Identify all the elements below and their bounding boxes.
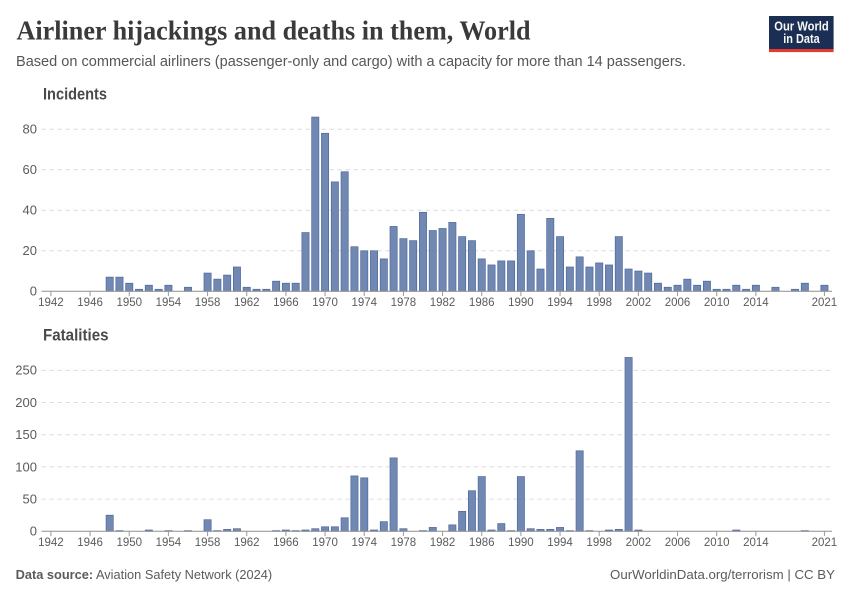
svg-text:0: 0 [30, 524, 37, 539]
svg-text:2002: 2002 [626, 537, 652, 549]
svg-text:60: 60 [23, 162, 37, 177]
svg-text:1978: 1978 [391, 297, 417, 309]
svg-text:OurWorldinData.org/terrorism |: OurWorldinData.org/terrorism | CC BY [610, 567, 835, 582]
svg-text:40: 40 [23, 203, 37, 218]
svg-text:150: 150 [15, 427, 37, 442]
svg-text:1994: 1994 [547, 537, 573, 549]
svg-text:1954: 1954 [156, 537, 182, 549]
svg-text:50: 50 [23, 492, 37, 507]
svg-text:Data source: Aviation Safety N: Data source: Aviation Safety Network (20… [16, 567, 273, 582]
svg-text:1966: 1966 [273, 537, 299, 549]
svg-text:1954: 1954 [156, 297, 182, 309]
svg-text:1958: 1958 [195, 297, 221, 309]
svg-text:1974: 1974 [351, 537, 377, 549]
svg-text:1974: 1974 [351, 297, 377, 309]
svg-text:2010: 2010 [704, 537, 730, 549]
svg-text:1990: 1990 [508, 297, 534, 309]
svg-text:Incidents: Incidents [43, 84, 107, 103]
svg-text:20: 20 [23, 243, 37, 258]
svg-text:1982: 1982 [430, 297, 456, 309]
svg-text:1942: 1942 [38, 297, 64, 309]
svg-text:Based on commercial airliners: Based on commercial airliners (passenger… [16, 54, 686, 70]
svg-text:2021: 2021 [812, 297, 838, 309]
svg-text:1942: 1942 [38, 537, 64, 549]
svg-text:80: 80 [23, 122, 37, 137]
svg-text:1998: 1998 [586, 297, 612, 309]
svg-text:1958: 1958 [195, 537, 221, 549]
svg-text:2006: 2006 [665, 297, 691, 309]
svg-text:1986: 1986 [469, 297, 495, 309]
svg-text:1986: 1986 [469, 537, 495, 549]
svg-text:1970: 1970 [312, 537, 338, 549]
svg-text:0: 0 [30, 284, 37, 299]
svg-text:Fatalities: Fatalities [43, 326, 109, 345]
svg-text:2014: 2014 [743, 537, 769, 549]
svg-text:2014: 2014 [743, 297, 769, 309]
svg-text:1994: 1994 [547, 297, 573, 309]
svg-text:1966: 1966 [273, 297, 299, 309]
svg-text:1950: 1950 [116, 297, 142, 309]
svg-text:1978: 1978 [391, 537, 417, 549]
svg-text:1946: 1946 [77, 297, 103, 309]
svg-text:2006: 2006 [665, 537, 691, 549]
svg-text:1946: 1946 [77, 537, 103, 549]
svg-text:2010: 2010 [704, 297, 730, 309]
svg-text:200: 200 [15, 395, 37, 410]
svg-text:Our World: Our World [774, 20, 829, 34]
svg-text:2021: 2021 [812, 537, 838, 549]
svg-text:1962: 1962 [234, 297, 260, 309]
svg-text:1962: 1962 [234, 537, 260, 549]
svg-text:2002: 2002 [626, 297, 652, 309]
svg-text:Airliner hijackings and deaths: Airliner hijackings and deaths in them, … [17, 16, 531, 46]
svg-text:1970: 1970 [312, 297, 338, 309]
svg-text:250: 250 [15, 363, 37, 378]
svg-text:1998: 1998 [586, 537, 612, 549]
svg-text:in Data: in Data [783, 32, 820, 46]
svg-text:1990: 1990 [508, 537, 534, 549]
svg-text:1950: 1950 [116, 537, 142, 549]
svg-text:100: 100 [15, 459, 37, 474]
svg-text:1982: 1982 [430, 537, 456, 549]
